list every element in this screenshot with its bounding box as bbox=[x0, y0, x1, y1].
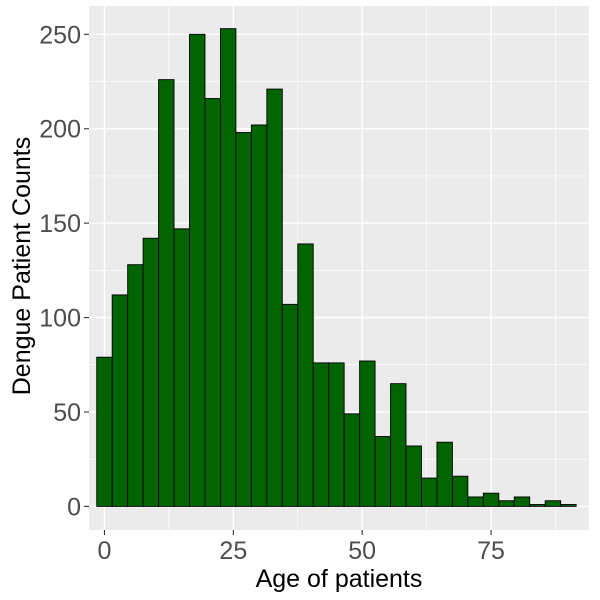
histogram-bar bbox=[266, 88, 283, 507]
histogram-bar bbox=[328, 362, 345, 507]
histogram-bar bbox=[405, 445, 422, 507]
histogram-bar bbox=[374, 436, 391, 507]
histogram-bar bbox=[219, 28, 237, 507]
histogram-bar bbox=[312, 362, 330, 507]
bars bbox=[96, 28, 577, 507]
histogram-bar bbox=[359, 360, 376, 507]
histogram-bar bbox=[529, 504, 546, 507]
y-tick-label: 0 bbox=[67, 493, 81, 521]
histogram-bar bbox=[281, 303, 299, 507]
histogram-bar bbox=[250, 124, 268, 507]
histogram-bar bbox=[189, 33, 206, 507]
histogram-bar bbox=[96, 356, 113, 507]
histogram-bar bbox=[421, 477, 438, 507]
histogram-bar bbox=[111, 294, 129, 507]
histogram-bar bbox=[513, 496, 531, 507]
histogram-bar bbox=[173, 228, 190, 507]
histogram-bar bbox=[343, 413, 361, 507]
x-tick-label: 0 bbox=[98, 537, 112, 565]
histogram-bar bbox=[127, 264, 144, 507]
histogram-bar bbox=[560, 504, 577, 507]
y-tick-label: 150 bbox=[39, 210, 81, 238]
y-tick-label: 200 bbox=[39, 116, 81, 144]
y-tick-label: 100 bbox=[39, 305, 81, 333]
histogram-bar bbox=[204, 98, 221, 507]
histogram-bar bbox=[297, 243, 314, 507]
x-tick-label: 75 bbox=[477, 537, 505, 565]
histogram-bar bbox=[436, 441, 453, 507]
x-axis: 0 25 50 75 bbox=[98, 530, 505, 565]
x-axis-title: Age of patients bbox=[256, 565, 423, 593]
y-axis-title: Dengue Patient Counts bbox=[8, 137, 36, 396]
histogram-bar bbox=[467, 496, 484, 507]
histogram-bar bbox=[544, 500, 562, 507]
histogram-bar bbox=[498, 500, 515, 507]
y-tick-label: 50 bbox=[53, 399, 81, 427]
y-axis: 0 50 100 150 200 250 bbox=[39, 21, 89, 521]
histogram-bar bbox=[482, 492, 500, 507]
histogram-bar bbox=[390, 383, 407, 507]
histogram-bar bbox=[158, 79, 175, 507]
x-tick-label: 50 bbox=[348, 537, 376, 565]
histogram-bar bbox=[451, 475, 469, 507]
histogram-bar bbox=[142, 237, 160, 507]
histogram-bar bbox=[235, 132, 252, 507]
x-tick-label: 25 bbox=[219, 537, 247, 565]
y-tick-label: 250 bbox=[39, 21, 81, 49]
